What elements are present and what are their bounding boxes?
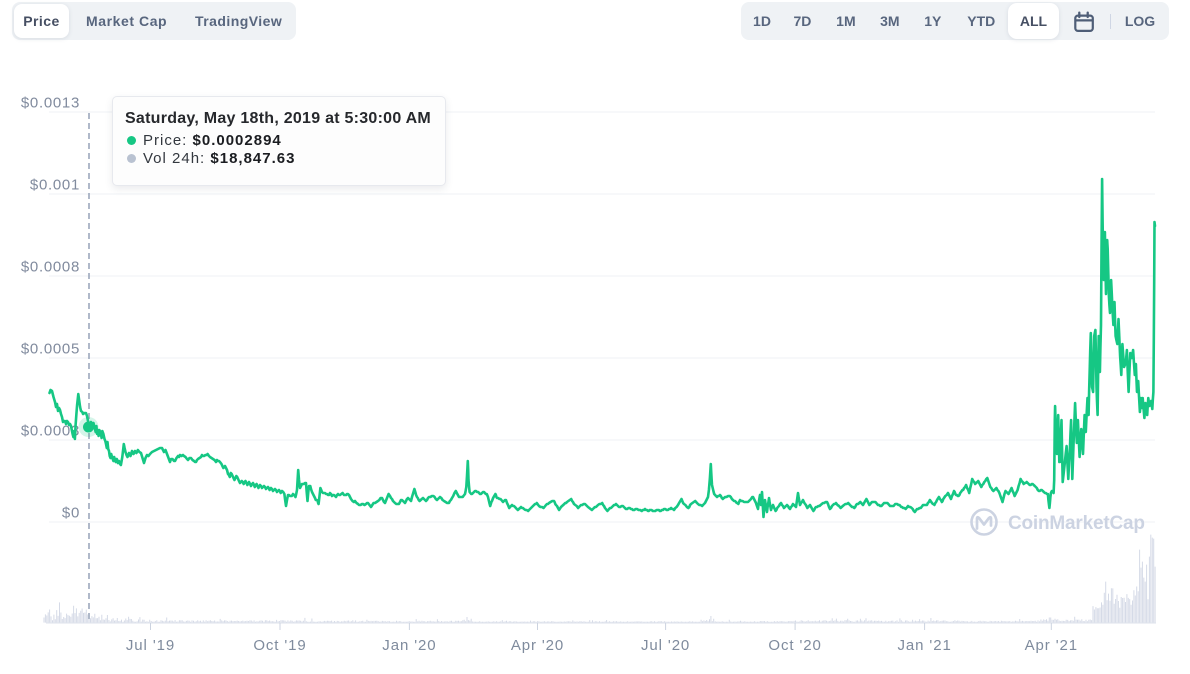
svg-text:$0.001: $0.001	[30, 177, 80, 194]
svg-text:Jan '20: Jan '20	[382, 637, 436, 654]
svg-text:$0.0003: $0.0003	[21, 423, 80, 440]
svg-text:Oct '19: Oct '19	[253, 637, 306, 654]
svg-text:$0.0013: $0.0013	[21, 95, 80, 112]
svg-text:$0.0008: $0.0008	[21, 259, 80, 276]
svg-text:Oct '20: Oct '20	[768, 637, 821, 654]
svg-text:Apr '20: Apr '20	[511, 637, 564, 654]
svg-text:Jan '21: Jan '21	[897, 637, 951, 654]
svg-text:Apr '21: Apr '21	[1025, 637, 1078, 654]
svg-text:CoinMarketCap: CoinMarketCap	[1008, 513, 1145, 534]
svg-text:$0.0005: $0.0005	[21, 341, 80, 358]
svg-text:Jul '20: Jul '20	[641, 637, 690, 654]
svg-text:$0: $0	[62, 505, 80, 522]
svg-text:Jul '19: Jul '19	[126, 637, 175, 654]
